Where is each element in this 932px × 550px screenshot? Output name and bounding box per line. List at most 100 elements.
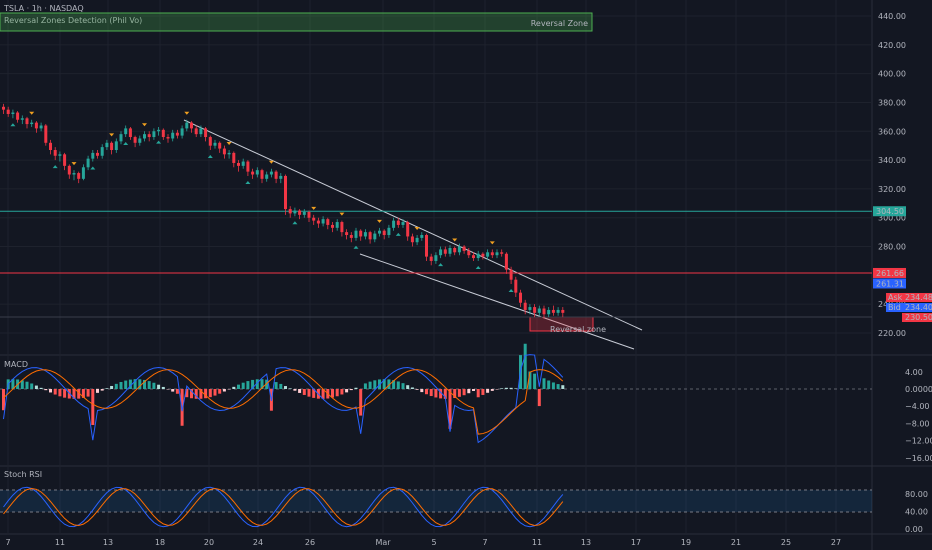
macd-hist-bar [547,380,551,389]
candle-body [34,122,38,129]
price-tick-label: 400.00 [878,70,906,79]
candle-body [133,137,137,143]
time-tick-label: Mar [375,538,391,547]
buy-marker [475,265,481,269]
reversal-zone-box [0,12,593,32]
candle-body [11,112,15,114]
candle-body [476,253,480,259]
candle-body [406,222,410,237]
candle-body [222,148,226,155]
wedge-upper-line[interactable] [183,119,643,331]
macd-hist-bar [302,389,306,395]
candle-body [237,162,240,166]
level-tag-bg [873,206,906,217]
candle-body [30,122,34,125]
candle-body [67,165,71,175]
symbol-title: TSLA · 1h · NASDAQ [3,4,84,13]
candle-body [157,129,161,132]
candle-body [401,222,405,225]
candle-body [533,307,537,313]
macd-hist-bar [363,383,367,389]
candle-body [326,219,330,225]
macd-hist-bar [345,389,349,393]
candle-body [453,247,457,253]
candle-body [354,230,358,238]
price-tick-label: 300.00 [878,214,906,223]
macd-hist-bar [133,379,137,389]
macd-hist-bar [49,389,52,393]
sell-marker [339,212,345,216]
grid-lines [0,0,872,534]
macd-hist-bar [86,389,90,397]
macd-hist-bar [415,389,419,390]
candle-body [302,211,306,215]
sell-marker [489,241,495,245]
candle-body [556,309,560,313]
candle-body [396,220,400,225]
bid-price: 234.40 [905,303,932,312]
ask-price: 234.48 [905,293,932,302]
candle-body [194,128,198,135]
macd-hist-bar [528,371,532,389]
macd-hist-bar [110,385,114,389]
sell-marker [452,238,458,242]
candle-body [472,255,475,259]
macd-hist-bar [533,373,537,389]
macd-hist-bar [53,389,57,395]
macd-hist-bar [387,379,391,389]
candle-body [58,154,62,156]
macd-hist-bar [453,389,457,399]
candle-body [373,233,377,240]
ask-tag-bg [886,293,902,302]
macd-hist-bar [77,389,81,399]
time-tick-label: 7 [482,538,487,547]
candle-body [166,137,170,139]
candle-body [519,292,522,303]
macd-hist-bar [476,389,480,398]
price-axis[interactable]: 440.00 420.00 400.00 380.00 360.00 340.00 320.… [878,12,906,338]
macd-histogram [2,343,565,429]
candle-body [284,175,287,210]
macd-hist-bar [171,389,175,392]
macd-hist-bar [124,380,128,389]
price-tick-label: 340.00 [878,156,906,165]
macd-hist-bar [199,389,203,399]
macd-hist-bar [166,389,170,390]
macd-hist-bar [25,381,29,389]
candle-body [363,232,367,237]
macd-hist-bar [208,389,212,398]
macd-hist-bar [251,379,255,389]
macd-hist-bar [34,385,38,389]
macd-hist-bar [63,389,67,398]
macd-hist-bar [44,389,48,391]
time-axis[interactable]: 7 11 13 18 20 24 26 Mar 5 7 11 13 17 19 21 25 27 [5,538,841,547]
time-tick-label: 13 [103,538,113,547]
macd-hist-bar [321,389,325,399]
buy-marker [90,166,96,170]
candle-body [269,171,273,175]
macd-hist-bar [382,379,386,389]
candlestick-series [2,103,565,319]
macd-hist-bar [147,381,151,389]
macd-hist-bar [265,379,269,389]
buy-marker [508,289,514,293]
candle-body [528,307,532,310]
candle-body [321,219,325,224]
time-tick-label: 7 [5,538,10,547]
candle-body [481,253,485,257]
wedge-lower-line[interactable] [359,253,635,350]
macd-hist-bar [307,389,311,397]
candle-body [495,252,499,256]
macd-hist-bar [227,389,231,390]
price-tick-label: 360.00 [878,127,906,136]
candle-body [185,122,189,129]
candle-body [467,250,471,256]
sell-marker [414,227,420,231]
ask-label: Ask [888,293,903,302]
macd-hist-bar [255,379,259,389]
candle-body [100,147,104,156]
macd-hist-bar [434,389,438,398]
candle-body [457,246,461,253]
